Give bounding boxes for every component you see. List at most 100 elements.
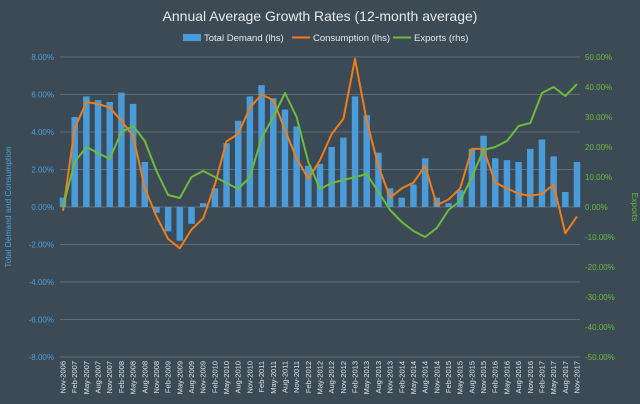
x-tick-label: Nov-2006 xyxy=(59,361,68,394)
x-tick-label: Aug-2007 xyxy=(94,361,103,394)
total-demand-bar xyxy=(328,147,335,207)
chart-title: Annual Average Growth Rates (12-month av… xyxy=(163,8,478,24)
x-tick-label: May-2007 xyxy=(82,361,91,394)
x-tick-label: Feb-2011 xyxy=(257,361,266,393)
x-tick-label: May-2010 xyxy=(222,361,231,394)
left-tick-label: 6.00% xyxy=(31,91,54,100)
right-tick-label: 20.00% xyxy=(585,143,612,152)
x-tick-label: Aug-2010 xyxy=(234,361,243,394)
left-tick-label: 2.00% xyxy=(31,166,54,175)
total-demand-bar xyxy=(480,135,487,207)
x-tick-label: Aug-2012 xyxy=(327,361,336,394)
total-demand-bar xyxy=(188,207,195,224)
left-tick-label: 8.00% xyxy=(31,53,54,62)
x-axis-ticks: Nov-2006 Feb-2007 May-2007 Aug-2007 Nov-2007… xyxy=(59,361,582,394)
chart-legend: Total Demand (lhs) Consumption (lhs) Expor… xyxy=(183,33,468,44)
x-tick-label: Nov-2017 xyxy=(573,361,582,394)
x-tick-label: Nov-2016 xyxy=(526,361,535,394)
x-tick-label: Feb-2013 xyxy=(351,361,360,393)
x-tick-label: Aug-2008 xyxy=(140,361,149,394)
total-demand-bar xyxy=(211,188,219,207)
total-demand-bar xyxy=(293,126,300,207)
x-tick-label: Feb-2012 xyxy=(304,361,313,393)
total-demand-bar xyxy=(351,96,359,207)
x-tick-label: Nov-2014 xyxy=(432,361,441,394)
x-tick-label: Feb-2017 xyxy=(537,361,546,393)
total-demand-bar xyxy=(410,184,417,207)
total-demand-bar xyxy=(258,85,265,207)
right-tick-label: 0.00% xyxy=(585,203,608,212)
right-tick-label: 30.00% xyxy=(585,113,612,122)
total-demand-bars xyxy=(59,85,581,241)
total-demand-bar xyxy=(316,163,324,207)
total-demand-bar xyxy=(118,92,125,207)
x-tick-label: May-2008 xyxy=(129,361,138,394)
legend-label: Total Demand (lhs) xyxy=(204,33,284,44)
total-demand-bar xyxy=(527,148,534,207)
total-demand-bar xyxy=(550,156,557,207)
total-demand-bar xyxy=(199,203,207,207)
x-tick-label: Feb-2007 xyxy=(70,361,79,393)
x-tick-label: Feb-2014 xyxy=(397,361,406,393)
x-tick-label: May-2012 xyxy=(316,361,325,394)
x-tick-label: Nov-2010 xyxy=(245,361,254,394)
x-tick-label: May-2015 xyxy=(456,361,465,394)
x-tick-label: Aug-2009 xyxy=(187,361,196,394)
right-tick-label: 50.00% xyxy=(585,53,612,62)
total-demand-bar xyxy=(223,143,230,207)
x-tick-label: Nov-2011 xyxy=(292,361,301,393)
total-demand-bar xyxy=(106,102,113,207)
right-tick-label: -40.00% xyxy=(585,323,615,332)
total-demand-bar xyxy=(398,197,406,207)
left-tick-label: 0.00% xyxy=(31,203,54,212)
x-tick-label: May-2013 xyxy=(362,361,371,394)
total-demand-bar xyxy=(246,96,254,207)
x-tick-label: Feb-2015 xyxy=(444,361,453,393)
x-tick-label: Nov-2008 xyxy=(152,361,161,394)
x-tick-label: Nov-2007 xyxy=(105,361,114,394)
right-axis-ticks: 50.00% 40.00% 30.00% 20.00% 10.00% 0.00% -10.0… xyxy=(585,53,615,362)
total-demand-bar xyxy=(562,192,569,207)
total-demand-bar xyxy=(176,207,184,241)
consumption-line xyxy=(62,57,578,250)
x-tick-label: Aug-2011 xyxy=(280,361,289,393)
total-demand-bar xyxy=(573,162,581,207)
x-tick-label: Aug-2014 xyxy=(421,361,430,394)
left-tick-label: -6.00% xyxy=(29,316,54,325)
total-demand-bar xyxy=(305,165,312,207)
right-tick-label: 40.00% xyxy=(585,83,612,92)
x-tick-label: Aug-2015 xyxy=(467,361,476,394)
left-tick-label: -2.00% xyxy=(29,241,54,250)
left-tick-label: -8.00% xyxy=(29,353,54,362)
left-axis-ticks: 8.00% 6.00% 4.00% 2.00% 0.00% -2.00% -4.00% -6.… xyxy=(29,53,54,362)
x-tick-label: Nov-2015 xyxy=(479,361,488,394)
right-tick-label: -10.00% xyxy=(585,233,615,242)
total-demand-bar xyxy=(281,109,289,207)
total-demand-bar xyxy=(456,190,464,207)
right-tick-label: -30.00% xyxy=(585,293,615,302)
legend-label: Consumption (lhs) xyxy=(313,33,390,44)
total-demand-bar xyxy=(515,162,522,207)
total-demand-bar xyxy=(503,160,511,207)
total-demand-bar xyxy=(153,207,160,213)
x-tick-label: Nov-2013 xyxy=(386,361,395,394)
x-tick-label: Feb-2016 xyxy=(491,361,500,393)
x-tick-label: May-2014 xyxy=(409,361,418,394)
total-demand-bar xyxy=(59,197,67,207)
x-tick-label: Aug-2013 xyxy=(374,361,383,394)
right-tick-label: -20.00% xyxy=(585,263,615,272)
total-demand-bar xyxy=(234,120,242,207)
total-demand-bar xyxy=(83,96,90,207)
left-tick-label: 4.00% xyxy=(31,128,54,137)
x-tick-label: May-2016 xyxy=(502,361,511,394)
right-tick-label: 10.00% xyxy=(585,173,612,182)
total-demand-bar xyxy=(421,158,429,207)
right-axis-title: Exports xyxy=(630,193,640,222)
x-tick-label: May-2017 xyxy=(549,361,558,394)
total-demand-bar xyxy=(375,152,382,207)
x-tick-label: Nov-2009 xyxy=(199,361,208,394)
total-demand-bar xyxy=(445,203,452,207)
total-demand-bar xyxy=(270,98,277,207)
